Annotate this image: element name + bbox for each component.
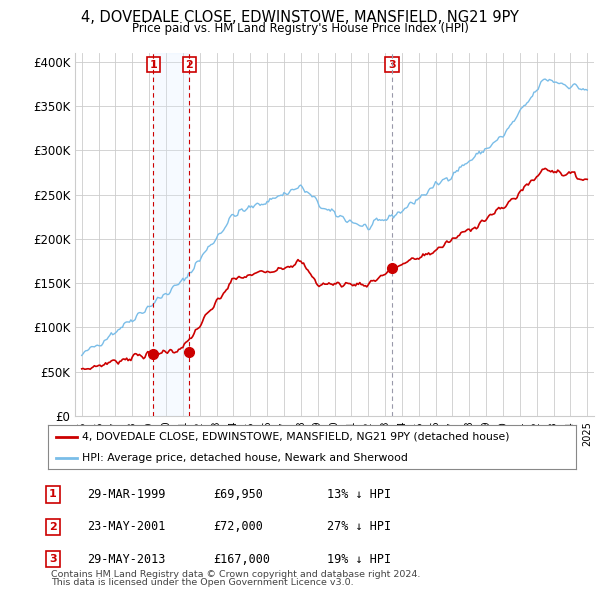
Text: 29-MAY-2013: 29-MAY-2013	[87, 553, 166, 566]
Text: Price paid vs. HM Land Registry's House Price Index (HPI): Price paid vs. HM Land Registry's House …	[131, 22, 469, 35]
Text: 2: 2	[185, 60, 193, 70]
Text: 4, DOVEDALE CLOSE, EDWINSTOWE, MANSFIELD, NG21 9PY: 4, DOVEDALE CLOSE, EDWINSTOWE, MANSFIELD…	[81, 10, 519, 25]
Text: 2: 2	[49, 522, 56, 532]
Bar	[153, 53, 190, 416]
Text: 4, DOVEDALE CLOSE, EDWINSTOWE, MANSFIELD, NG21 9PY (detached house): 4, DOVEDALE CLOSE, EDWINSTOWE, MANSFIELD…	[82, 432, 510, 442]
Text: £72,000: £72,000	[213, 520, 263, 533]
Text: 13% ↓ HPI: 13% ↓ HPI	[327, 488, 391, 501]
Text: 1: 1	[49, 490, 56, 499]
Text: HPI: Average price, detached house, Newark and Sherwood: HPI: Average price, detached house, Newa…	[82, 453, 408, 463]
Text: 27% ↓ HPI: 27% ↓ HPI	[327, 520, 391, 533]
Text: This data is licensed under the Open Government Licence v3.0.: This data is licensed under the Open Gov…	[51, 578, 353, 587]
Text: 29-MAR-1999: 29-MAR-1999	[87, 488, 166, 501]
Text: 3: 3	[388, 60, 396, 70]
Text: £69,950: £69,950	[213, 488, 263, 501]
Text: 3: 3	[49, 555, 56, 564]
Text: £167,000: £167,000	[213, 553, 270, 566]
Text: 19% ↓ HPI: 19% ↓ HPI	[327, 553, 391, 566]
Text: 1: 1	[149, 60, 157, 70]
Text: Contains HM Land Registry data © Crown copyright and database right 2024.: Contains HM Land Registry data © Crown c…	[51, 571, 421, 579]
Text: 23-MAY-2001: 23-MAY-2001	[87, 520, 166, 533]
